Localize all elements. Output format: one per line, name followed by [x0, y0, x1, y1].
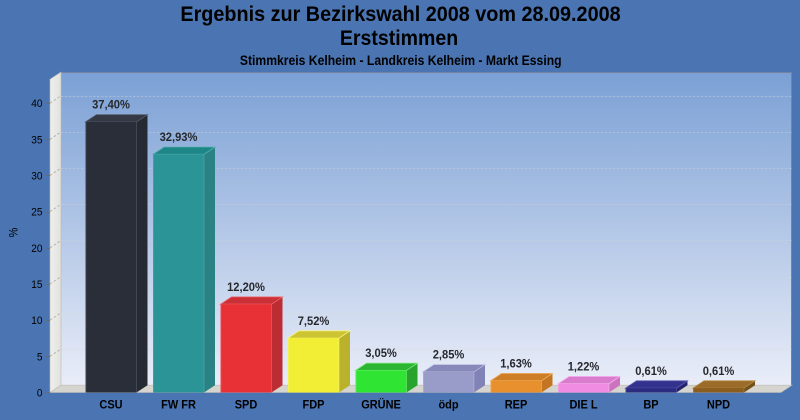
svg-text:Erststimmen: Erststimmen	[340, 27, 458, 50]
svg-text:Stimmkreis Kelheim - Landkreis: Stimmkreis Kelheim - Landkreis Kelheim -…	[240, 52, 562, 68]
svg-text:32,93%: 32,93%	[160, 131, 198, 145]
svg-text:Ergebnis zur Bezirkswahl 2008: Ergebnis zur Bezirkswahl 2008 vom 28.09.…	[180, 4, 620, 27]
svg-text:REP: REP	[505, 398, 528, 412]
svg-text:1,63%: 1,63%	[500, 357, 532, 371]
svg-text:10: 10	[31, 315, 42, 328]
svg-text:GRÜNE: GRÜNE	[361, 398, 401, 412]
svg-text:40: 40	[31, 98, 42, 111]
svg-text:35: 35	[31, 134, 42, 147]
svg-text:NPD: NPD	[707, 398, 730, 412]
svg-text:DIE L: DIE L	[569, 398, 597, 412]
svg-text:FW FR: FW FR	[161, 398, 196, 412]
svg-text:%: %	[8, 228, 21, 238]
svg-text:15: 15	[31, 279, 42, 292]
svg-text:0,61%: 0,61%	[635, 364, 667, 378]
svg-text:2,85%: 2,85%	[433, 348, 465, 362]
svg-text:CSU: CSU	[99, 398, 122, 412]
svg-text:0: 0	[37, 387, 43, 400]
svg-text:7,52%: 7,52%	[298, 314, 330, 328]
svg-text:3,05%: 3,05%	[365, 347, 397, 361]
svg-text:1,22%: 1,22%	[568, 360, 600, 374]
svg-text:20: 20	[31, 242, 42, 255]
svg-text:12,20%: 12,20%	[227, 280, 265, 294]
svg-text:30: 30	[31, 170, 42, 183]
svg-text:SPD: SPD	[235, 398, 258, 412]
svg-text:5: 5	[37, 351, 43, 364]
svg-text:ödp: ödp	[438, 398, 458, 412]
svg-text:BP: BP	[643, 398, 658, 412]
svg-text:25: 25	[31, 206, 42, 219]
svg-text:0,61%: 0,61%	[703, 364, 735, 378]
svg-text:37,40%: 37,40%	[92, 98, 130, 112]
svg-text:FDP: FDP	[303, 398, 325, 412]
